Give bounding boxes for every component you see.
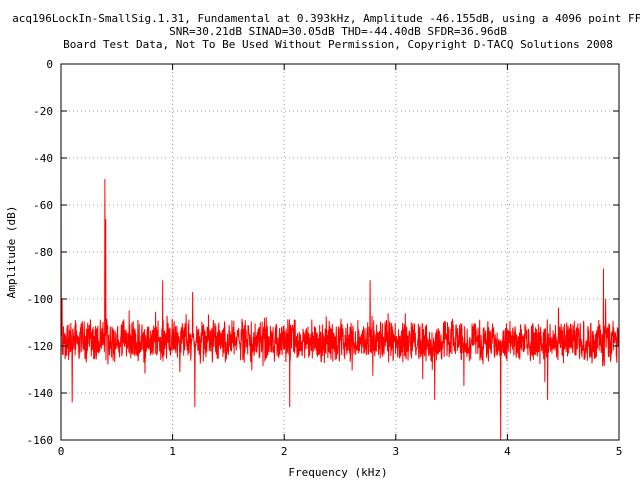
chart-title-line-1: acq196LockIn-SmallSig.1.31, Fundamental …: [12, 12, 640, 25]
x-tick-label: 2: [281, 445, 288, 458]
plot-frame: [60, 63, 620, 441]
x-tick-label: 4: [504, 445, 511, 458]
y-tick-label: 0: [46, 58, 53, 71]
x-tick-label: 0: [58, 445, 65, 458]
chart-title-line-2: SNR=30.21dB SINAD=30.05dB THD=-44.40dB S…: [169, 25, 507, 38]
x-tick-label: 3: [392, 445, 399, 458]
x-tick-label: 1: [169, 445, 176, 458]
grid-layer: [61, 64, 619, 440]
y-tick-label: -20: [33, 105, 53, 118]
x-tick-label: 5: [616, 445, 623, 458]
y-tick-label: -80: [33, 246, 53, 259]
y-tick-label: -60: [33, 199, 53, 212]
spectrum-series-line: [60, 169, 620, 441]
y-tick-label: -120: [27, 340, 54, 353]
series-layer: [60, 169, 620, 441]
x-axis-label: Frequency (kHz): [288, 466, 387, 479]
y-tick-label: -160: [27, 434, 54, 447]
chart-title-line-3: Board Test Data, Not To Be Used Without …: [63, 38, 613, 51]
y-tick-label: -140: [27, 387, 54, 400]
y-tick-label: -40: [33, 152, 53, 165]
y-axis-label: Amplitude (dB): [5, 206, 18, 299]
tick-layer: 0 1 2 3 4 5 0 -20 -40 -60 -80 -100 -120 -140 -160: [27, 58, 623, 458]
y-tick-label: -100: [27, 293, 54, 306]
